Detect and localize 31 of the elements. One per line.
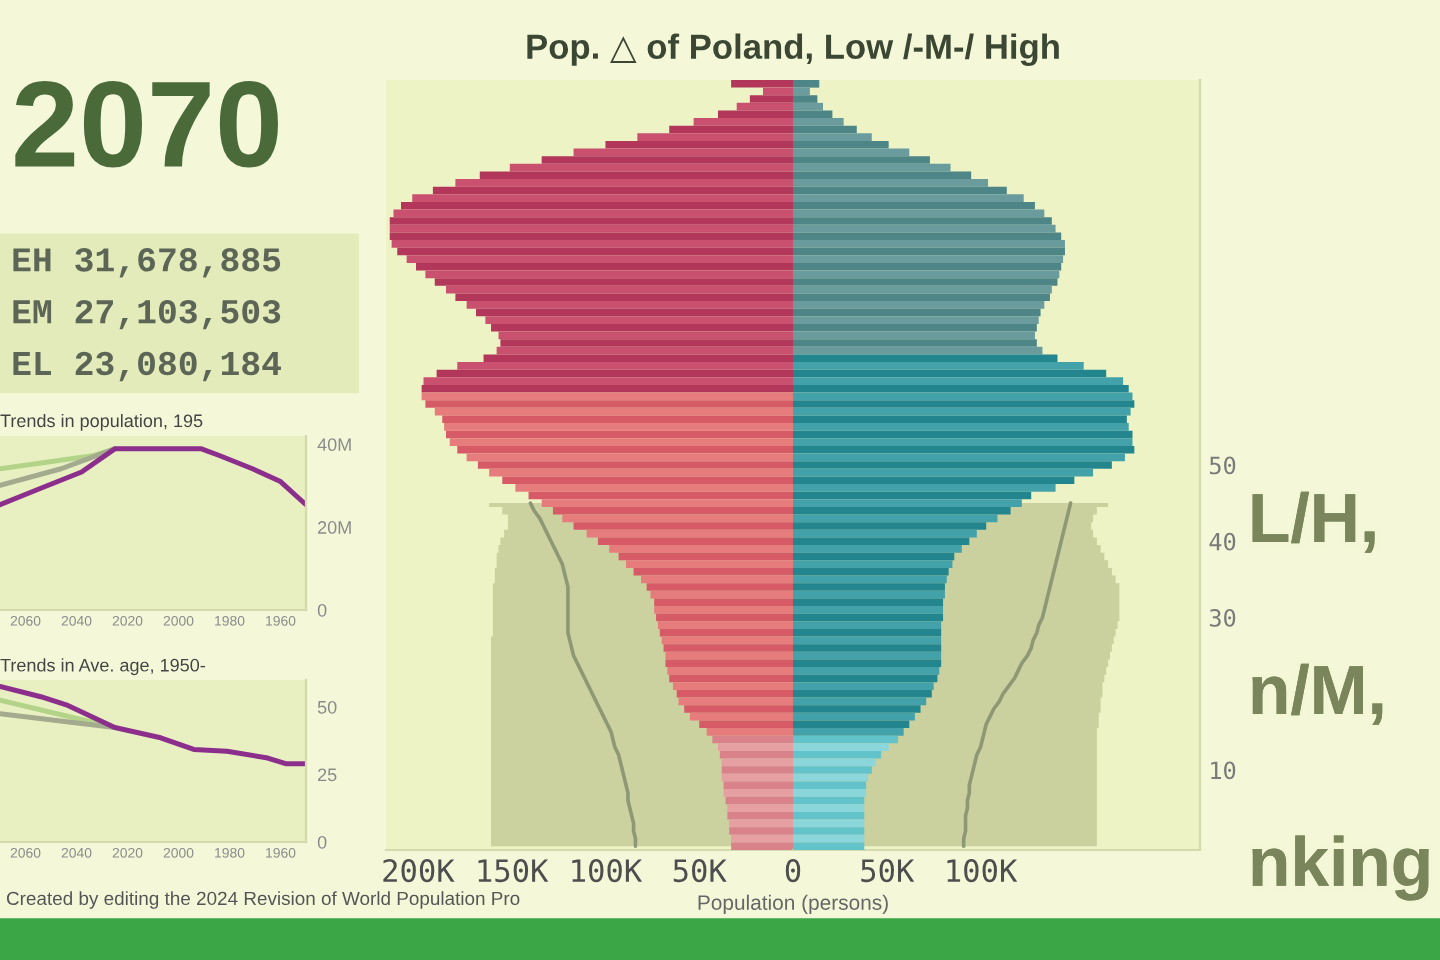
text: EM 27,103,503 (13, 299, 281, 330)
line-series (0, 683, 306, 767)
text: n/M, (1252, 663, 1383, 725)
y-tick-label: 40M (317, 438, 351, 452)
y-tick-label: 10 (1211, 761, 1236, 780)
chart-title: Pop. △ of Poland, Low /-M-/ High (527, 33, 1059, 66)
x-tick-label: 100K (572, 859, 643, 883)
text: 2070 (15, 81, 278, 168)
x-tick-label: 150K (478, 859, 549, 883)
x-axis-title: Population (persons) (698, 894, 888, 915)
text: nking (1252, 835, 1429, 901)
line-series (0, 446, 306, 508)
y-tick-label: 50 (1209, 456, 1236, 475)
text: Created by editing the 2024 Revision of World Population Pro (6, 891, 520, 909)
x-tick-label: 200K (383, 859, 455, 883)
chart-title: Trends in Ave. age, 1950- (0, 658, 205, 676)
x-tick-label: 100K (947, 859, 1018, 883)
text: L/H, (1252, 491, 1375, 553)
x-tick-label: 0 (785, 859, 801, 883)
x-tick-label: 50K (861, 859, 915, 883)
text: EL 23,080,184 (13, 351, 281, 382)
y-tick-label: 50 (317, 700, 337, 714)
y-tick-label: 40 (1209, 532, 1236, 551)
chart-title: Trends in population, 195 (0, 413, 203, 431)
y-tick-label: 20M (318, 521, 351, 534)
y-tick-label: 30 (1209, 608, 1236, 627)
y-tick-label: 0 (317, 835, 327, 849)
y-tick-label: 0 (317, 603, 327, 617)
text: EH 31,678,885 (13, 248, 281, 278)
y-tick-label: 25 (318, 768, 337, 782)
x-tick-label: 50K (673, 859, 727, 883)
